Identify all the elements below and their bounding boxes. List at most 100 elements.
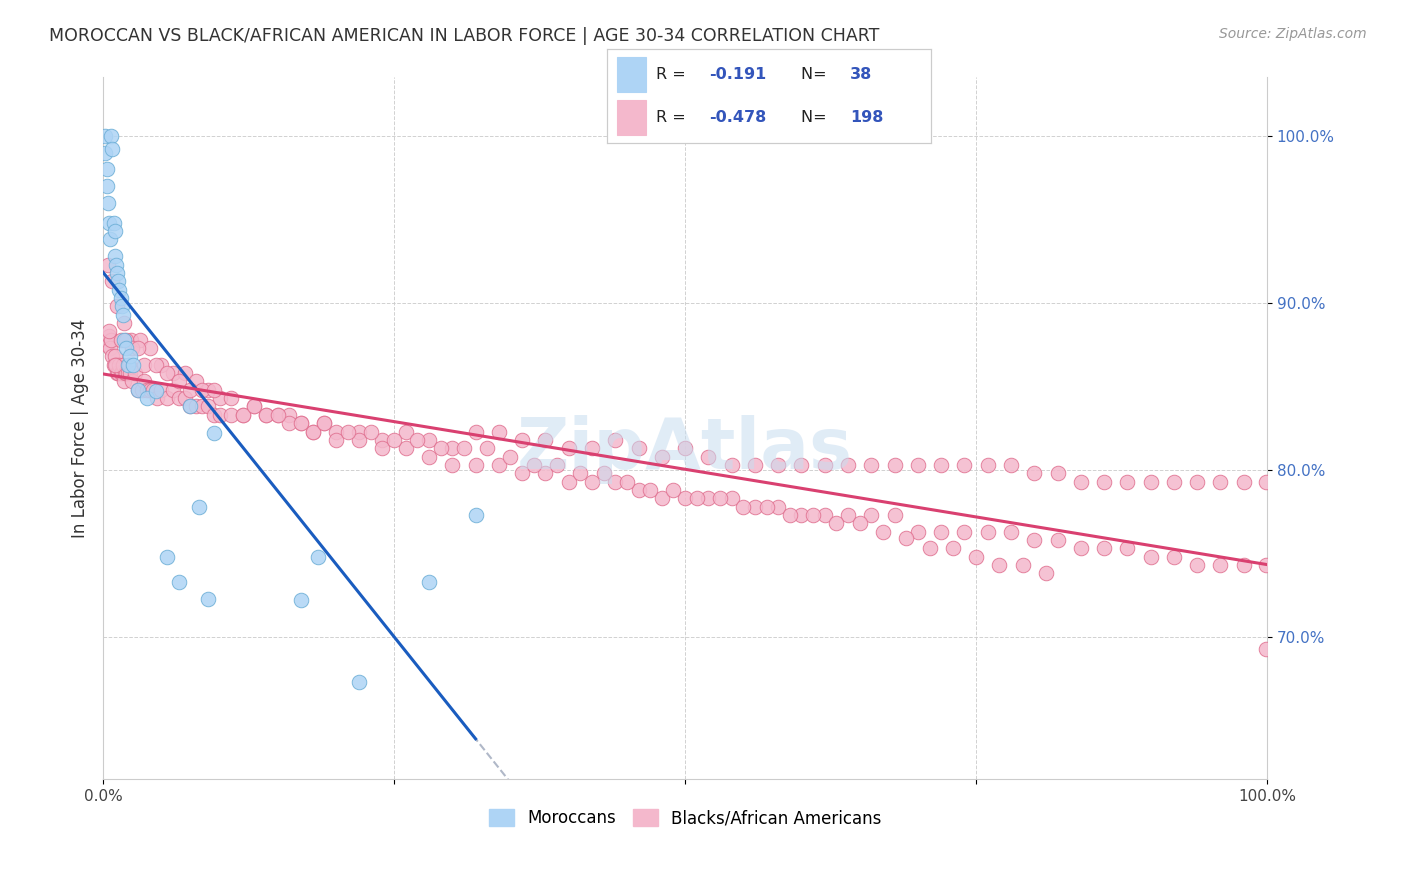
Text: ZipAtlas: ZipAtlas <box>517 415 853 483</box>
Point <box>581 441 603 455</box>
Point <box>179 400 201 414</box>
Point <box>103 358 125 372</box>
Point <box>108 283 131 297</box>
Point <box>627 441 650 455</box>
Point <box>837 458 859 472</box>
Point <box>1233 475 1256 489</box>
Point <box>112 375 135 389</box>
Point <box>103 216 125 230</box>
Point <box>1011 558 1033 573</box>
Point <box>232 408 254 422</box>
Point <box>208 391 231 405</box>
Point <box>534 433 557 447</box>
Point <box>464 458 486 472</box>
Point <box>488 458 510 472</box>
Point <box>1254 558 1277 573</box>
Point <box>638 483 661 497</box>
Point <box>499 450 522 464</box>
Point <box>1046 533 1069 547</box>
Point <box>131 383 153 397</box>
Point <box>136 383 159 397</box>
Point <box>382 433 405 447</box>
Point <box>1070 541 1092 556</box>
Point <box>100 128 122 143</box>
Point <box>150 383 173 397</box>
Text: N=: N= <box>801 67 832 82</box>
Point <box>907 524 929 539</box>
Point <box>127 383 149 397</box>
Point <box>136 391 159 405</box>
Point <box>138 383 160 397</box>
Point <box>651 450 673 464</box>
Point <box>336 425 359 439</box>
Point <box>124 366 146 380</box>
Point <box>115 341 138 355</box>
Point <box>167 574 190 589</box>
Point <box>96 179 118 194</box>
Point <box>662 483 685 497</box>
Point <box>464 425 486 439</box>
Point <box>1024 467 1046 481</box>
Point <box>98 232 121 246</box>
Point <box>121 375 143 389</box>
Point <box>1116 541 1139 556</box>
Point <box>104 350 127 364</box>
Point <box>121 341 143 355</box>
Point <box>110 333 132 347</box>
Point <box>120 333 142 347</box>
Point <box>510 467 533 481</box>
Point <box>953 524 976 539</box>
Point <box>191 400 214 414</box>
Point <box>101 274 124 288</box>
Point <box>1209 558 1232 573</box>
Point <box>860 458 883 472</box>
Point <box>97 324 120 338</box>
Point <box>118 350 141 364</box>
Point <box>1209 475 1232 489</box>
Point <box>627 483 650 497</box>
Point <box>104 258 127 272</box>
Point <box>122 358 145 372</box>
Point <box>534 467 557 481</box>
Point <box>105 299 128 313</box>
Point <box>347 433 370 447</box>
Point <box>307 549 329 564</box>
Text: R =: R = <box>655 110 690 125</box>
Point <box>371 441 394 455</box>
Point <box>347 425 370 439</box>
Point <box>104 224 127 238</box>
Legend: Moroccans, Blacks/African Americans: Moroccans, Blacks/African Americans <box>482 802 889 834</box>
Point <box>929 524 952 539</box>
Point <box>1254 475 1277 489</box>
Point <box>1046 467 1069 481</box>
Point <box>837 508 859 522</box>
Bar <box>617 56 647 92</box>
Point <box>191 383 214 397</box>
Text: 38: 38 <box>849 67 872 82</box>
Point <box>208 408 231 422</box>
Point <box>942 541 965 556</box>
Point <box>150 358 173 372</box>
Point <box>1070 475 1092 489</box>
Point <box>197 591 219 606</box>
Point <box>347 675 370 690</box>
Point <box>1254 641 1277 656</box>
Point <box>441 441 464 455</box>
Point <box>142 383 165 397</box>
Point <box>278 416 301 430</box>
Text: -0.478: -0.478 <box>709 110 766 125</box>
Point <box>1163 475 1185 489</box>
Point <box>1024 533 1046 547</box>
Point <box>1139 549 1161 564</box>
Point <box>801 508 824 522</box>
Point <box>592 467 614 481</box>
Point <box>97 329 120 343</box>
Point <box>744 500 766 514</box>
Point <box>96 162 118 177</box>
Point <box>97 195 120 210</box>
Point <box>1185 558 1208 573</box>
Point <box>105 366 128 380</box>
Point <box>360 425 382 439</box>
Point <box>429 441 451 455</box>
Point <box>118 366 141 380</box>
